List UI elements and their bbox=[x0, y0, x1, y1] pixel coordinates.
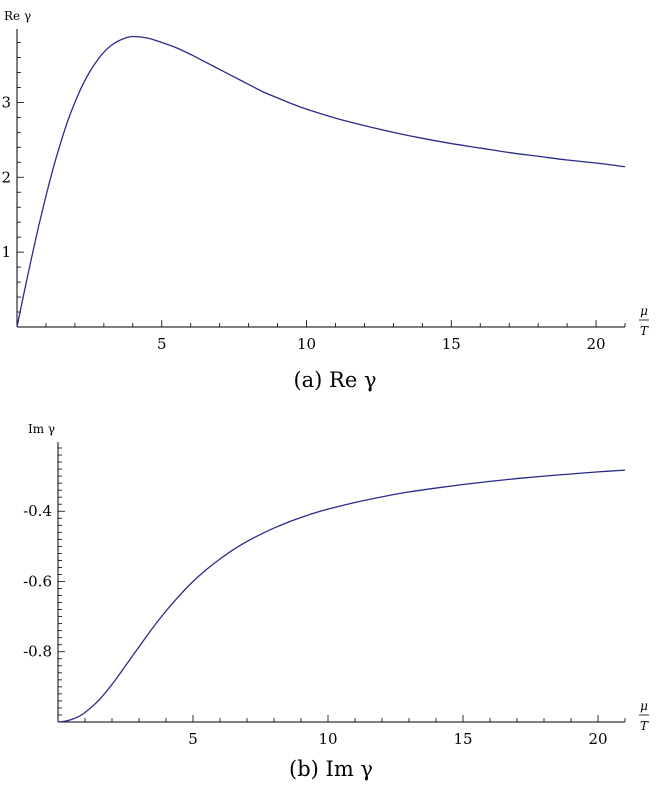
panel-a-series-line bbox=[16, 35, 626, 328]
panel-a-re-gamma: 5 10 15 20 0.1 0.2 0.3 Re γ μ T (a) Re γ bbox=[0, 9, 649, 392]
panel-a-y-tick-label: 0.1 bbox=[0, 243, 11, 261]
panel-a-x-tick-labels: 5 10 15 20 bbox=[157, 335, 606, 353]
panel-a-y-tick-label: 0.3 bbox=[0, 93, 11, 111]
panel-a-caption: (a) Re γ bbox=[293, 368, 376, 392]
panel-a-x-tick-label: 20 bbox=[587, 335, 606, 353]
panel-b-y-tick-label: -0.8 bbox=[23, 643, 52, 661]
panel-b-series-line bbox=[57, 469, 626, 723]
panel-b-y-axis-title: Im γ bbox=[28, 422, 55, 436]
panel-b-x-tick-label: 15 bbox=[453, 730, 472, 748]
panel-b-x-axis-title-numerator: μ bbox=[640, 699, 648, 713]
panel-a-ticks bbox=[17, 42, 626, 327]
panel-b-x-tick-label: 20 bbox=[588, 730, 607, 748]
panel-b-im-gamma: 5 10 15 20 -0.8 -0.6 -0.4 Im γ μ T (b) Im γ bbox=[23, 422, 649, 781]
panel-b-ticks bbox=[58, 447, 626, 722]
panel-a-y-tick-labels: 0.1 0.2 0.3 bbox=[0, 93, 11, 261]
panel-a-x-tick-label: 5 bbox=[157, 335, 167, 353]
panel-a-x-tick-label: 10 bbox=[297, 335, 316, 353]
panel-a-x-axis-title-numerator: μ bbox=[640, 304, 648, 318]
panel-a-x-tick-label: 15 bbox=[442, 335, 461, 353]
panel-b-x-axis-title-denominator: T bbox=[640, 719, 649, 733]
panel-b-x-tick-label: 10 bbox=[318, 730, 337, 748]
panel-b-x-tick-labels: 5 10 15 20 bbox=[188, 730, 607, 748]
panel-b-y-tick-label: -0.4 bbox=[23, 502, 52, 520]
panel-a-x-axis-title-denominator: T bbox=[640, 324, 649, 338]
panel-b-y-tick-label: -0.6 bbox=[23, 572, 52, 590]
panel-a-y-tick-label: 0.2 bbox=[0, 168, 11, 186]
panel-b-caption: (b) Im γ bbox=[289, 757, 373, 781]
panel-b-x-tick-label: 5 bbox=[188, 730, 198, 748]
panel-b-y-tick-labels: -0.8 -0.6 -0.4 bbox=[23, 502, 52, 661]
panel-a-y-axis-title: Re γ bbox=[4, 9, 31, 23]
